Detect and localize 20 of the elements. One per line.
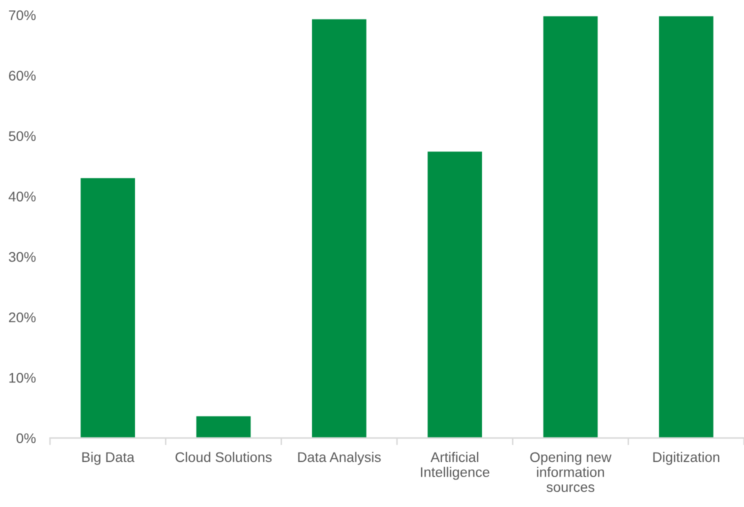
y-tick-label: 40% (8, 192, 36, 202)
y-tick-label: 10% (9, 372, 36, 383)
bar (543, 16, 598, 438)
bar (196, 416, 251, 438)
y-tick-label: 30% (8, 252, 36, 262)
bar (428, 152, 482, 438)
x-tick-label: Cloud Solutions (176, 452, 272, 462)
y-tick-label: 20% (9, 312, 36, 322)
x-tick-label: Artificial Intelligence (420, 452, 490, 480)
x-tick-label: Data Analysis (298, 452, 381, 465)
y-tick-label: 60% (9, 70, 36, 81)
x-tick-label: Opening new information sources (530, 452, 612, 492)
y-tick-label: 70% (9, 10, 36, 20)
bar (312, 19, 366, 438)
bar (658, 16, 714, 438)
bar (80, 178, 136, 438)
x-tick-label: Big Data (82, 452, 134, 465)
y-tick-label: 0% (16, 433, 36, 444)
y-tick-label: 50% (8, 131, 36, 142)
x-tick-label: Digitization (653, 452, 720, 465)
